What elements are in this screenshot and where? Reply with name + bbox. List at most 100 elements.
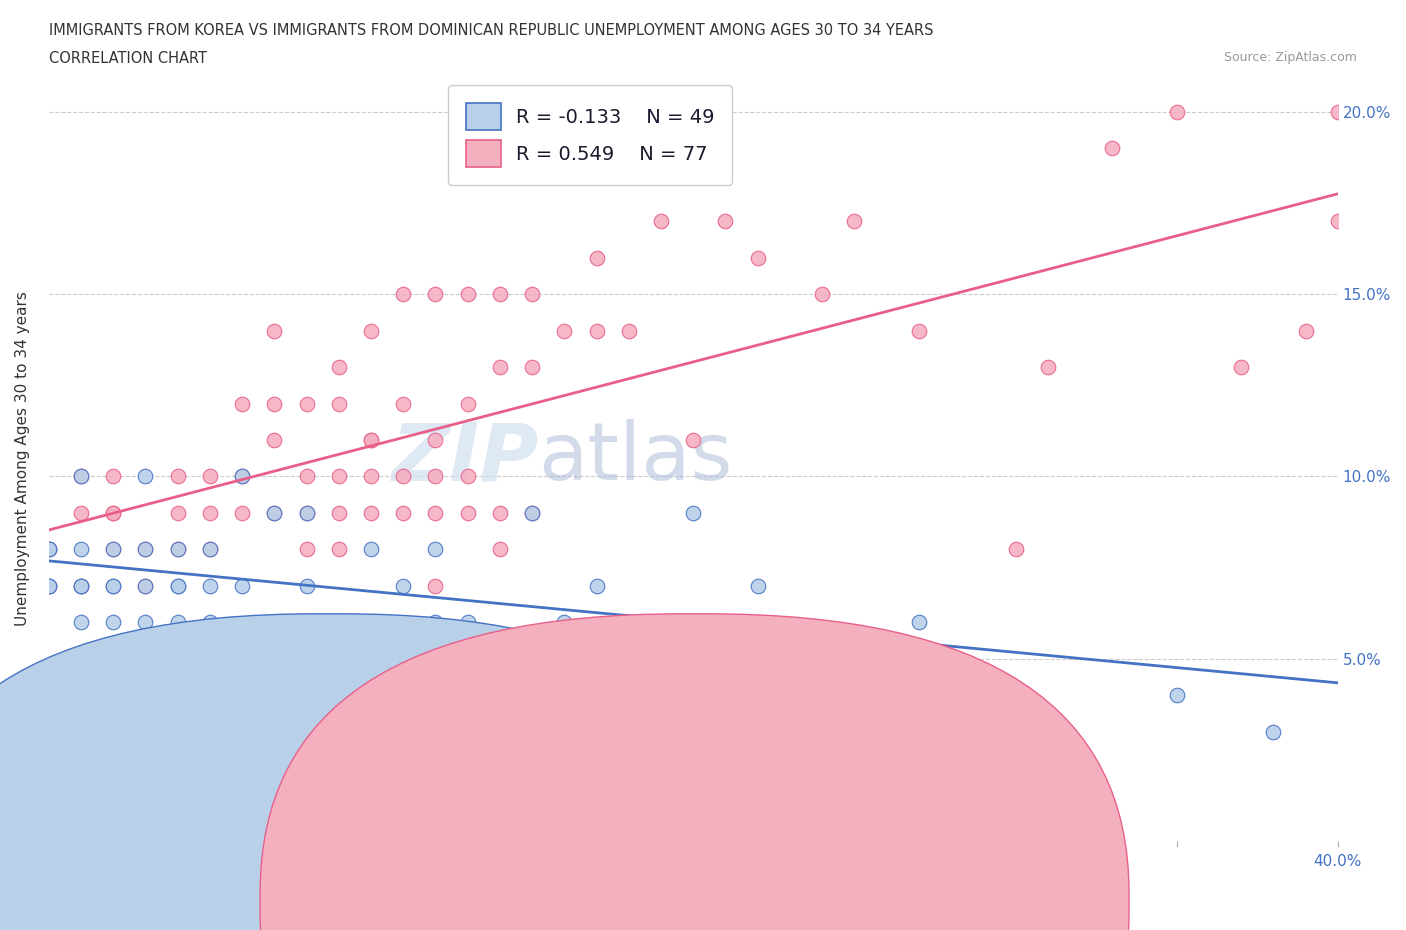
Point <box>553 324 575 339</box>
Point <box>166 615 188 630</box>
Point <box>166 542 188 557</box>
Point <box>328 506 350 521</box>
Point <box>328 542 350 557</box>
Point <box>103 469 125 484</box>
Point <box>457 506 479 521</box>
Point <box>360 324 382 339</box>
Point <box>425 615 447 630</box>
Point <box>714 214 737 229</box>
Point <box>231 396 253 411</box>
Point <box>166 578 188 593</box>
Point <box>198 469 221 484</box>
Point <box>585 324 607 339</box>
Point <box>1166 104 1188 119</box>
Point <box>38 542 60 557</box>
Point <box>103 578 125 593</box>
Point <box>198 542 221 557</box>
Point <box>585 578 607 593</box>
Point <box>295 396 318 411</box>
Point <box>811 286 834 301</box>
Point <box>295 542 318 557</box>
Point <box>70 542 93 557</box>
Point <box>103 578 125 593</box>
Point <box>166 542 188 557</box>
Point <box>489 506 512 521</box>
Point <box>650 214 672 229</box>
Point <box>263 615 285 630</box>
Point <box>295 578 318 593</box>
Text: IMMIGRANTS FROM KOREA VS IMMIGRANTS FROM DOMINICAN REPUBLIC UNEMPLOYMENT AMONG A: IMMIGRANTS FROM KOREA VS IMMIGRANTS FROM… <box>49 23 934 38</box>
Point <box>844 688 866 703</box>
Point <box>553 615 575 630</box>
Point <box>1004 542 1026 557</box>
Point <box>295 506 318 521</box>
Legend: R = -0.133    N = 49, R = 0.549    N = 77: R = -0.133 N = 49, R = 0.549 N = 77 <box>449 86 733 185</box>
Text: atlas: atlas <box>538 419 733 498</box>
Point <box>425 286 447 301</box>
Point <box>908 615 931 630</box>
Point <box>328 469 350 484</box>
Point <box>360 432 382 447</box>
Point <box>295 506 318 521</box>
Point <box>520 286 543 301</box>
Point <box>70 506 93 521</box>
Point <box>70 578 93 593</box>
Point <box>457 286 479 301</box>
Text: Immigrants from Korea: Immigrants from Korea <box>333 895 510 910</box>
Point <box>682 506 704 521</box>
Point <box>1326 214 1348 229</box>
Point <box>103 506 125 521</box>
Point <box>650 651 672 666</box>
Point <box>328 615 350 630</box>
Point <box>1101 141 1123 156</box>
Point <box>392 469 415 484</box>
Point <box>103 542 125 557</box>
Point <box>166 469 188 484</box>
Point <box>425 578 447 593</box>
Point <box>1295 324 1317 339</box>
Point <box>198 542 221 557</box>
Point <box>231 469 253 484</box>
Point <box>457 615 479 630</box>
Point <box>134 578 156 593</box>
Text: ZIP: ZIP <box>391 419 538 498</box>
Point <box>360 542 382 557</box>
Point <box>585 250 607 265</box>
Point <box>134 578 156 593</box>
Point <box>1326 104 1348 119</box>
Point <box>70 469 93 484</box>
Point <box>263 506 285 521</box>
Text: Source: ZipAtlas.com: Source: ZipAtlas.com <box>1223 51 1357 64</box>
Point <box>1263 724 1285 739</box>
Point <box>747 578 769 593</box>
Point <box>231 506 253 521</box>
Point <box>425 542 447 557</box>
Text: CORRELATION CHART: CORRELATION CHART <box>49 51 207 66</box>
Point <box>166 506 188 521</box>
Point <box>198 615 221 630</box>
Point <box>198 578 221 593</box>
Text: Immigrants from Dominican Republic: Immigrants from Dominican Republic <box>673 895 957 910</box>
Point <box>489 286 512 301</box>
Point <box>489 542 512 557</box>
Point <box>263 324 285 339</box>
Point <box>489 360 512 375</box>
Point <box>134 542 156 557</box>
Point <box>908 324 931 339</box>
Point <box>198 506 221 521</box>
Point <box>520 506 543 521</box>
Point <box>392 578 415 593</box>
Point <box>392 286 415 301</box>
Point <box>134 615 156 630</box>
Point <box>392 396 415 411</box>
Point <box>1166 688 1188 703</box>
Point <box>844 214 866 229</box>
Point <box>231 578 253 593</box>
Point <box>425 432 447 447</box>
Point <box>166 578 188 593</box>
Point <box>103 651 125 666</box>
Point <box>38 578 60 593</box>
Point <box>1230 360 1253 375</box>
Point <box>70 578 93 593</box>
Point <box>360 615 382 630</box>
